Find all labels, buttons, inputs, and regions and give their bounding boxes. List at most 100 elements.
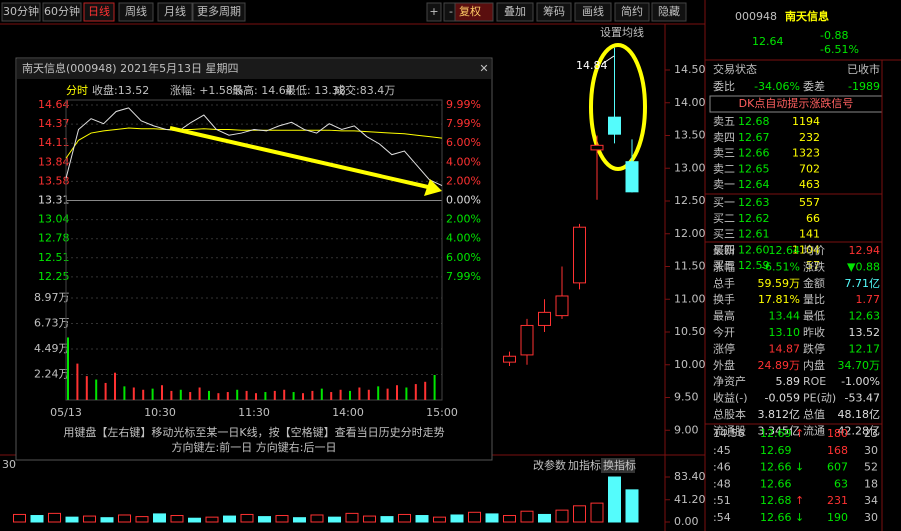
- stat-value: 3.345亿: [758, 424, 801, 437]
- price-axis-label: 13.50: [674, 129, 706, 142]
- book-volume: 702: [799, 162, 820, 175]
- price-line: [65, 107, 443, 187]
- volume-bar: [293, 517, 306, 523]
- volume-bar: [485, 513, 499, 523]
- tool-button-label[interactable]: 复权: [459, 4, 481, 18]
- popup-volume-bar: [217, 393, 220, 400]
- tick-count: 52: [864, 461, 878, 474]
- indicator-button[interactable]: [601, 458, 635, 473]
- stat-value: 13.10: [769, 326, 801, 339]
- stat-value: 12.17: [849, 342, 881, 355]
- tick-direction: ↑: [795, 494, 804, 507]
- popup-volume-bar: [283, 389, 286, 400]
- tick-price: 12.68: [760, 494, 792, 507]
- tick-time: :48: [713, 477, 731, 490]
- period-button[interactable]: [157, 2, 193, 22]
- tool-button-label[interactable]: -: [449, 5, 453, 18]
- period-button[interactable]: [83, 2, 115, 22]
- popup-volume-bar: [179, 389, 182, 400]
- popup-volume-bar: [414, 384, 417, 400]
- volume-bar: [590, 502, 604, 523]
- tick-direction: ↑: [795, 427, 804, 440]
- label: 流通: [803, 423, 825, 437]
- tool-button-label[interactable]: 隐藏: [658, 5, 680, 18]
- popup-volume-bar: [292, 392, 295, 400]
- popup-pct-label: 7.99%: [446, 270, 481, 283]
- volume-bar: [135, 516, 149, 523]
- popup-info: 最低: 13.38: [285, 84, 346, 97]
- tool-button[interactable]: [651, 2, 687, 22]
- tool-button[interactable]: [614, 2, 650, 22]
- tool-button[interactable]: [426, 2, 442, 22]
- indicator-button[interactable]: 加指标: [568, 458, 601, 472]
- book-label: 卖二: [713, 162, 735, 175]
- tool-button-label[interactable]: +: [429, 5, 438, 18]
- label: ROE: [803, 375, 826, 388]
- book-label: 买三: [713, 228, 735, 241]
- period-button[interactable]: [1, 2, 41, 22]
- period-button-label[interactable]: 日线: [88, 4, 110, 18]
- book-price: 12.64: [738, 178, 770, 191]
- tool-button[interactable]: [496, 2, 534, 22]
- indicator-button[interactable]: 改参数: [533, 458, 566, 472]
- book-volume: 1194: [792, 115, 820, 128]
- indicator-button[interactable]: [531, 458, 565, 473]
- indicator-button[interactable]: [566, 458, 600, 473]
- popup-volume-bar: [142, 389, 145, 400]
- period-button[interactable]: [118, 2, 154, 22]
- signal-button[interactable]: DK点自动提示涨跌信号: [739, 96, 854, 110]
- popup-volume-bar: [170, 390, 173, 400]
- book-price: 12.66: [738, 147, 770, 160]
- label: 总值: [803, 407, 825, 421]
- popup-volume-bar: [226, 392, 229, 400]
- price-axis-label: 10.00: [674, 358, 706, 371]
- tool-button[interactable]: [536, 2, 572, 22]
- tool-button[interactable]: [454, 2, 494, 22]
- tool-button-label[interactable]: 简约: [621, 4, 643, 18]
- price-axis-label: 13.00: [674, 161, 706, 174]
- tick-volume: 607: [827, 461, 848, 474]
- popup-price-label: 13.58: [38, 174, 70, 187]
- popup-volume-label: 8.97万: [34, 291, 70, 304]
- volume-bar: [83, 515, 96, 523]
- arrow-head: [424, 179, 442, 196]
- candle-body: [538, 311, 551, 326]
- label: 最低: [803, 310, 825, 323]
- period-button[interactable]: [42, 2, 82, 22]
- label: 涨停: [713, 341, 735, 355]
- close-button[interactable]: ✕: [479, 62, 488, 75]
- popup-volume-bar: [302, 393, 304, 400]
- stat-value: 12.64: [769, 244, 801, 257]
- volume-bar: [380, 516, 394, 523]
- tool-button[interactable]: [574, 2, 612, 22]
- stat-value: 5.89: [776, 375, 801, 388]
- last-price: 12.64: [752, 35, 784, 48]
- popup-info: 最高: 14.64: [232, 83, 293, 97]
- popup-volume-bar: [330, 392, 333, 400]
- candle-body: [590, 144, 604, 151]
- period-button-label[interactable]: 月线: [164, 4, 186, 18]
- candle-body: [625, 161, 639, 193]
- volume-bar: [118, 514, 131, 523]
- popup-footer: 方向键左:前一日 方向键右:后一日: [172, 440, 337, 454]
- tool-button-label[interactable]: 画线: [582, 4, 604, 18]
- tool-button-label[interactable]: 叠加: [504, 5, 526, 18]
- label: 外盘: [713, 358, 735, 372]
- stock-code: 000948: [735, 10, 777, 23]
- book-price: 12.68: [738, 115, 770, 128]
- time-label: 14:00: [332, 406, 364, 419]
- period-button[interactable]: [192, 2, 246, 22]
- tool-button-label[interactable]: 筹码: [543, 4, 565, 18]
- period-button-label[interactable]: 更多周期: [197, 4, 241, 18]
- ma-setting[interactable]: 设置均线: [600, 25, 644, 39]
- tick-count: 30: [864, 444, 878, 457]
- popup-price-label: 12.78: [38, 232, 70, 245]
- popup-price-label: 13.84: [38, 155, 70, 168]
- indicator-button[interactable]: 换指标: [603, 458, 636, 472]
- period-button-label[interactable]: 周线: [125, 4, 147, 18]
- stat-value: -53.47: [845, 392, 880, 405]
- volume-bar: [398, 513, 411, 523]
- period-button-label[interactable]: 30分钟: [3, 4, 39, 18]
- period-button-label[interactable]: 60分钟: [44, 4, 80, 18]
- popup-price-label: 14.11: [38, 136, 70, 149]
